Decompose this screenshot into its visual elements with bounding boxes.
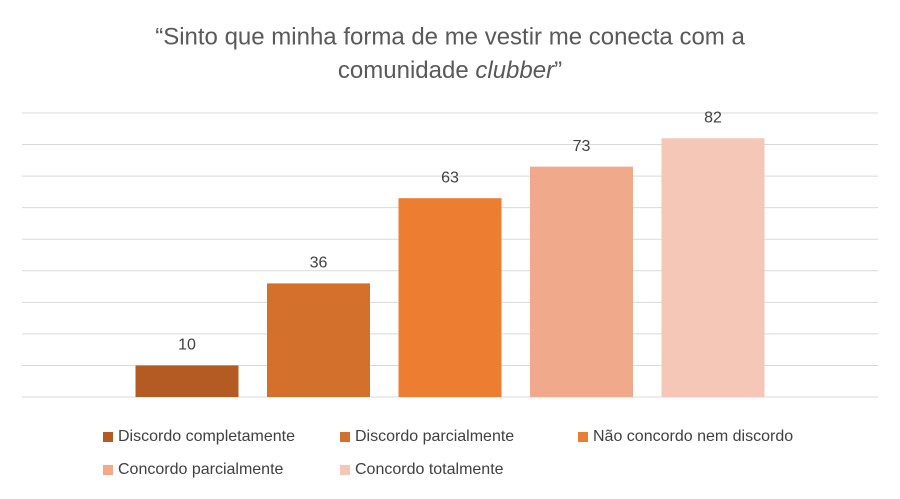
bar xyxy=(530,166,633,397)
title-part: clubber xyxy=(475,57,555,84)
data-label: 82 xyxy=(704,109,722,126)
title-part: comunidade xyxy=(338,57,469,84)
legend-swatch xyxy=(103,465,113,475)
bar xyxy=(267,283,370,397)
legend-label: Discordo parcialmente xyxy=(355,428,514,445)
data-label: 73 xyxy=(573,138,591,155)
data-label: 36 xyxy=(310,255,328,272)
legend-label: Concordo totalmente xyxy=(355,461,504,478)
legend-swatch xyxy=(103,432,113,442)
legend-label: Discordo completamente xyxy=(118,428,295,445)
bar xyxy=(398,198,502,397)
legend-swatch xyxy=(578,432,588,442)
legend-label: Não concordo nem discordo xyxy=(593,428,793,445)
bar xyxy=(135,365,239,397)
data-label: 10 xyxy=(178,337,196,354)
chart-title: “Sinto que minha forma de me vestir me c… xyxy=(155,23,745,50)
bar xyxy=(661,138,765,397)
legend-label: Concordo parcialmente xyxy=(118,461,284,478)
legend-swatch xyxy=(340,465,350,475)
chart-title: comunidade clubber” xyxy=(338,57,562,84)
data-label: 63 xyxy=(441,169,459,186)
title-part: ” xyxy=(554,57,562,84)
legend-swatch xyxy=(340,432,350,442)
